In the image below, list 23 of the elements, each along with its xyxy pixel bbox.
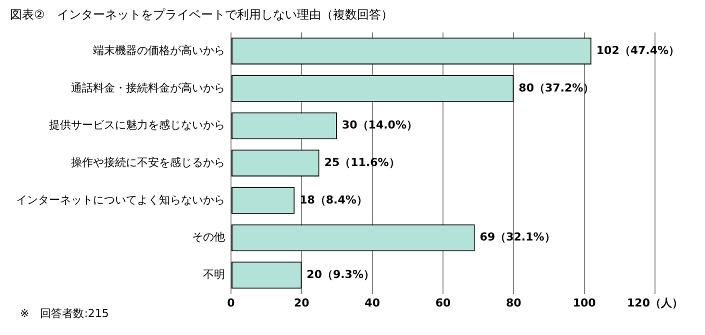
x-tick-label: 0 — [227, 296, 236, 310]
x-tick-label: 100 — [572, 296, 596, 310]
data-label: 80（37.2%） — [518, 81, 594, 94]
y-tick-label: 提供サービスに魅力を感じないから — [49, 118, 225, 132]
y-tick-label: その他 — [192, 230, 225, 244]
x-tick-label: 80 — [506, 296, 522, 310]
data-label: 25（11.6%） — [324, 156, 400, 169]
data-label: 18（8.4%） — [300, 193, 368, 206]
text: ※ 回答者数:215 — [20, 306, 109, 321]
y-tick-label: インターネットについてよく知らないから — [16, 193, 225, 206]
data-label: 102（47.4%） — [596, 44, 680, 57]
x-tick-label: 40 — [364, 296, 380, 310]
data-label: 30（14.0%） — [342, 118, 418, 132]
x-tick-label: 60 — [435, 296, 451, 310]
data-label: 69（32.1%） — [480, 230, 556, 244]
x-tick-label: 20 — [294, 296, 310, 310]
y-tick-label: 端末機器の価格が高いから — [93, 44, 225, 57]
y-tick-label: 操作や接続に不安を感じるから — [71, 156, 225, 169]
chart-title: 図表② インターネットをプライベートで利用しない理由（複数回答） — [10, 7, 393, 22]
y-tick-label: 不明 — [203, 268, 225, 281]
x-tick-label: 120（人） — [627, 296, 683, 310]
data-label: 20（9.3%） — [306, 268, 374, 281]
y-tick-label: 通話料金・接続料金が高いから — [71, 81, 225, 94]
